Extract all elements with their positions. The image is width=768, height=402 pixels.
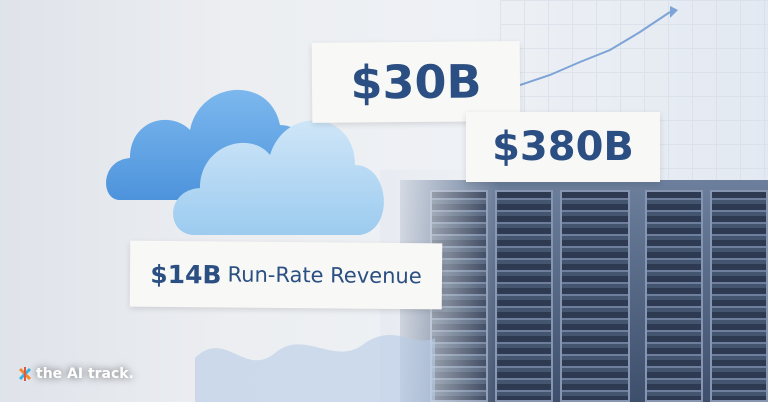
amount-380b: $380B xyxy=(492,124,634,170)
growth-line-icon xyxy=(520,6,678,86)
run-rate-label: Run-Rate Revenue xyxy=(227,262,422,289)
amount-30b: $30B xyxy=(350,54,482,110)
logo-text: the AI track. xyxy=(36,366,134,382)
logo: the AI track. xyxy=(18,366,134,382)
wave-chart-icon xyxy=(195,334,435,402)
amount-14b: $14B xyxy=(150,259,222,289)
card-380b: $380B xyxy=(466,112,660,182)
card-30b: $30B xyxy=(311,41,521,123)
logo-star-icon xyxy=(18,367,32,381)
card-run-rate: $14B Run-Rate Revenue xyxy=(129,240,443,310)
cloud-icon xyxy=(106,89,384,235)
